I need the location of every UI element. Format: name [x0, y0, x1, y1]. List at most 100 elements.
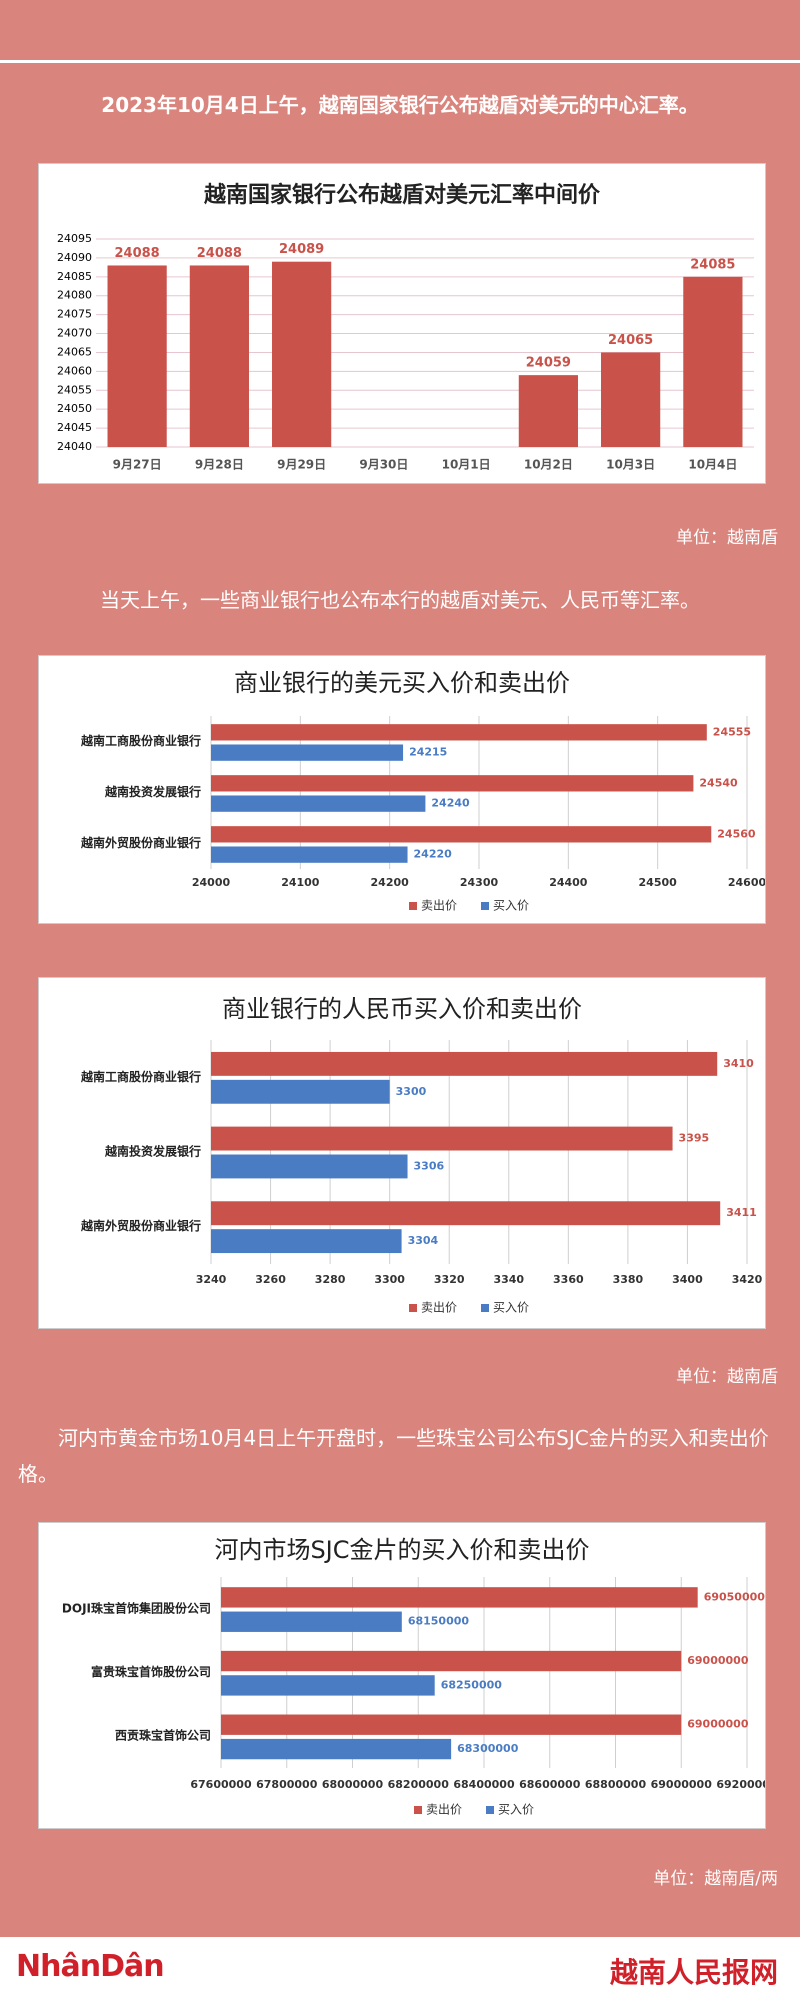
legend-swatch	[481, 1304, 489, 1312]
legend-label: 卖出价	[426, 1803, 462, 1817]
bar	[189, 265, 249, 447]
x-tick-label: 69000000	[651, 1778, 713, 1791]
bar	[211, 744, 404, 761]
bar	[211, 1079, 390, 1104]
x-tick-label: 24200	[371, 876, 410, 889]
x-tick-label: 24400	[549, 876, 588, 889]
bar	[211, 775, 694, 792]
x-tick-label: 9月27日	[113, 458, 162, 472]
bar	[211, 826, 712, 843]
y-tick-label: 24055	[57, 383, 92, 396]
data-label: 3300	[396, 1085, 427, 1098]
data-label: 24240	[431, 797, 470, 810]
y-tick-label: DOJI珠宝首饰集团股份公司	[62, 1600, 211, 1615]
caption: 河内市黄金市场10月4日上午开盘时，一些珠宝公司公布SJC金片的买入和卖出价格。	[18, 1426, 769, 1486]
x-tick-label: 3420	[732, 1273, 763, 1286]
x-tick-label: 3280	[315, 1273, 346, 1286]
bar	[221, 1738, 452, 1760]
y-tick-label: 越南工商股份商业银行	[80, 1069, 201, 1084]
data-label: 69000000	[687, 1654, 749, 1667]
bar	[211, 1126, 673, 1151]
footer: NhânDân 越南人民报网	[0, 1937, 800, 2000]
legend-swatch	[409, 902, 417, 910]
data-label: 68250000	[441, 1678, 503, 1691]
legend-swatch	[414, 1806, 422, 1814]
bar	[683, 276, 743, 447]
data-label: 24540	[699, 776, 738, 789]
y-tick-label: 越南外贸股份商业银行	[80, 835, 201, 850]
x-tick-label: 10月2日	[524, 458, 573, 472]
x-tick-label: 3380	[613, 1273, 644, 1286]
bar	[272, 261, 332, 447]
x-tick-label: 3300	[374, 1273, 405, 1286]
x-tick-label: 3240	[196, 1273, 227, 1286]
y-tick-label: 越南投资发展银行	[104, 1144, 201, 1159]
y-tick-label: 越南投资发展银行	[104, 784, 201, 799]
data-label: 3395	[679, 1132, 710, 1145]
x-tick-label: 67600000	[190, 1778, 252, 1791]
y-tick-label: 24075	[57, 308, 92, 321]
bar	[221, 1714, 682, 1735]
data-label: 24215	[409, 746, 447, 759]
data-label: 69000000	[687, 1718, 749, 1731]
logo: NhânDân	[16, 1949, 165, 1984]
x-tick-label: 3360	[553, 1273, 584, 1286]
y-tick-label: 24040	[57, 440, 92, 453]
x-tick-label: 24500	[639, 876, 678, 889]
site-name: 越南人民报网	[609, 1956, 778, 1989]
legend-label: 卖出价	[421, 899, 457, 913]
data-label: 24065	[608, 333, 653, 348]
y-tick-label: 24050	[57, 402, 92, 415]
caption: 2023年10月4日上午，越南国家银行公布越盾对美元的中心汇率。	[101, 93, 699, 117]
legend-swatch	[486, 1806, 494, 1814]
chart: 商业银行的人民币买入价和卖出价 3240 3260 3280 3300 3320 3340 3…	[80, 995, 763, 1315]
legend-label: 卖出价	[421, 1301, 457, 1315]
y-tick-label: 24090	[57, 251, 92, 264]
x-tick-label: 3340	[493, 1273, 524, 1286]
unit-note: 单位：越南盾	[676, 528, 778, 548]
x-tick-label: 24600	[728, 876, 765, 889]
bar	[211, 846, 408, 863]
x-tick-label: 3260	[255, 1273, 286, 1286]
x-tick-label: 69200000	[716, 1778, 765, 1791]
data-label: 3410	[723, 1057, 754, 1070]
x-tick-label: 3400	[672, 1273, 703, 1286]
unit-note: 单位：越南盾	[676, 1367, 778, 1387]
y-tick-label: 越南外贸股份商业银行	[80, 1218, 201, 1233]
bar	[211, 1154, 408, 1179]
bar	[221, 1650, 682, 1672]
chart-box: 商业银行的美元买入价和卖出价 24000 24100 24200 24300 24400 2…	[38, 655, 766, 924]
bar	[211, 724, 707, 741]
data-label: 24560	[717, 827, 756, 840]
x-tick-label: 9月30日	[359, 458, 408, 472]
x-tick-label: 24100	[281, 876, 320, 889]
y-tick-label: 西贡珠宝首饰公司	[115, 1728, 211, 1743]
y-tick-label: 24080	[57, 289, 92, 302]
data-label: 24059	[526, 356, 571, 371]
x-tick-label: 67800000	[256, 1778, 318, 1791]
x-tick-label: 68800000	[585, 1778, 647, 1791]
data-label: 3411	[726, 1206, 757, 1219]
legend-label: 买入价	[493, 899, 529, 913]
chart: 河内市场SJC金片的买入价和卖出价 67600000 67800000 6800000…	[62, 1536, 765, 1817]
chart-title: 河内市场SJC金片的买入价和卖出价	[214, 1536, 589, 1564]
bar	[211, 1051, 718, 1076]
divider	[0, 60, 800, 63]
data-label: 68300000	[457, 1742, 519, 1755]
y-tick-label: 24085	[57, 270, 92, 283]
y-tick-label: 24045	[57, 421, 92, 434]
data-label: 24089	[279, 242, 324, 257]
bar	[221, 1611, 402, 1632]
bar	[601, 352, 661, 447]
y-tick-label: 24095	[57, 232, 92, 245]
chart-box: 河内市场SJC金片的买入价和卖出价 67600000 67800000 6800000…	[38, 1522, 766, 1829]
x-tick-label: 68200000	[388, 1778, 450, 1791]
x-tick-label: 9月29日	[277, 458, 326, 472]
bar	[518, 375, 578, 447]
data-label: 3306	[414, 1159, 445, 1172]
y-tick-label: 24060	[57, 364, 92, 377]
x-tick-label: 3320	[434, 1273, 465, 1286]
data-label: 24220	[414, 848, 453, 861]
x-tick-label: 10月1日	[442, 458, 491, 472]
